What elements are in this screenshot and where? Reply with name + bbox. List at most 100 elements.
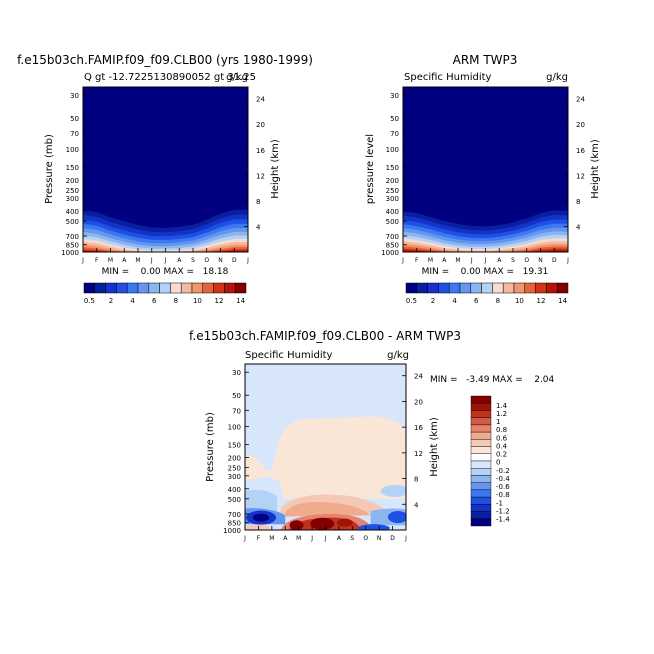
colorbar-label: -0.2 xyxy=(496,467,510,475)
height-tick-label: 16 xyxy=(256,147,265,155)
month-tick-label: S xyxy=(511,257,515,264)
pressure-tick-label: 1000 xyxy=(61,249,79,257)
height-tick-label: 8 xyxy=(256,198,260,206)
month-tick-label: J xyxy=(243,535,246,542)
height-axis: 24 20 16 12 8 4 xyxy=(564,96,585,231)
month-tick-label: F xyxy=(95,257,99,264)
panel-title: f.e15b03ch.FAMIP.f09_f09.CLB00 - ARM TWP… xyxy=(189,329,461,343)
diff-band xyxy=(253,513,270,522)
height-tick-label: 20 xyxy=(576,121,585,129)
month-tick-label: J xyxy=(566,257,569,264)
pressure-tick-label: 250 xyxy=(228,465,241,473)
height-tick-label: 8 xyxy=(576,198,580,206)
month-tick-label: O xyxy=(204,257,209,264)
pressure-tick-label: 700 xyxy=(386,233,399,241)
month-tick-label: M xyxy=(296,535,301,542)
pressure-tick-label: 850 xyxy=(386,242,399,250)
colorbar-box xyxy=(470,489,492,498)
month-tick-label: A xyxy=(337,535,342,542)
contour-field xyxy=(245,364,406,530)
contour-field xyxy=(403,87,568,252)
pressure-tick-label: 70 xyxy=(390,130,399,138)
colorbar: 0.5 2 4 6 8 10 12 14 xyxy=(83,282,247,305)
colorbar-label: 10 xyxy=(515,297,524,305)
pressure-tick-label: 700 xyxy=(228,511,241,519)
pressure-tick-label: 150 xyxy=(386,164,399,172)
colorbar-label: 0.5 xyxy=(84,297,95,305)
height-tick-label: 12 xyxy=(256,172,265,180)
colorbar-box xyxy=(126,282,139,294)
month-tick-label: N xyxy=(218,257,223,264)
min-max-stats: MIN = 0.00 MAX = 18.18 xyxy=(102,267,229,277)
pressure-tick-label: 300 xyxy=(386,195,399,203)
pressure-tick-label: 200 xyxy=(386,177,399,185)
month-tick-label: J xyxy=(310,535,313,542)
colorbar-box xyxy=(470,282,482,294)
pressure-tick-label: 850 xyxy=(66,242,79,250)
colorbar-box xyxy=(159,282,171,294)
month-tick-label: J xyxy=(470,257,473,264)
pressure-tick-label: 30 xyxy=(232,369,241,377)
colorbar-box xyxy=(470,518,492,527)
panel-subtitle-right: g/kg xyxy=(226,72,248,83)
panel-title: ARM TWP3 xyxy=(453,53,518,67)
month-tick-label: J xyxy=(81,257,84,264)
colorbar-label: 12 xyxy=(537,297,546,305)
colorbar-label: 14 xyxy=(558,297,567,305)
month-tick-label: J xyxy=(484,257,487,264)
colorbar-label: 2 xyxy=(431,297,435,305)
height-tick-label: 8 xyxy=(414,476,418,484)
panel-subtitle-left: Specific Humidity xyxy=(245,350,333,361)
colorbar-box xyxy=(470,453,492,462)
colorbar-box xyxy=(191,282,204,294)
colorbar-label: 0.6 xyxy=(496,434,508,442)
pressure-tick-label: 300 xyxy=(228,473,241,481)
height-tick-label: 16 xyxy=(576,147,585,155)
colorbar-box xyxy=(470,475,492,483)
pressure-tick-label: 500 xyxy=(386,218,399,226)
colorbar-box xyxy=(470,511,492,519)
colorbar-label: 14 xyxy=(236,297,245,305)
colorbar-box xyxy=(438,282,450,294)
colorbar-box xyxy=(202,282,214,294)
pressure-tick-label: 30 xyxy=(70,92,79,100)
colorbar-box xyxy=(470,468,492,476)
height-tick-label: 12 xyxy=(414,450,423,458)
colorbar-box xyxy=(180,282,193,294)
panel-subtitle-left: Specific Humidity xyxy=(404,72,492,83)
pressure-tick-label: 150 xyxy=(66,164,79,172)
pressure-tick-label: 150 xyxy=(228,442,241,450)
colorbar-box xyxy=(470,410,492,418)
colorbar-box xyxy=(481,282,493,294)
colorbar-box xyxy=(83,282,96,294)
colorbar-box xyxy=(416,282,428,294)
panel-title: f.e15b03ch.FAMIP.f09_f09.CLB00 (yrs 1980… xyxy=(17,53,313,67)
month-tick-label: M xyxy=(135,257,140,264)
height-axis: 24 20 16 12 8 4 xyxy=(244,96,265,231)
pressure-tick-label: 50 xyxy=(70,115,79,123)
pressure-tick-label: 50 xyxy=(390,115,399,123)
month-tick-label: J xyxy=(324,535,327,542)
panel-difference: f.e15b03ch.FAMIP.f09_f09.CLB00 - ARM TWP… xyxy=(189,329,554,542)
panel-obs: ARM TWP3 Specific Humidity g/kg 30 50 70 10… xyxy=(365,53,601,305)
diff-band xyxy=(285,502,371,517)
month-tick-label: O xyxy=(524,257,529,264)
colorbar-label: 8 xyxy=(174,297,178,305)
min-max-stats: MIN = -3.49 MAX = 2.04 xyxy=(430,375,555,385)
colorbar-label: -1.2 xyxy=(496,507,510,515)
colorbar-label: -0.8 xyxy=(496,491,510,499)
pressure-tick-label: 500 xyxy=(66,218,79,226)
diff-band xyxy=(245,416,406,499)
pressure-tick-label: 300 xyxy=(66,195,79,203)
colorbar-box xyxy=(148,282,160,294)
month-tick-label: A xyxy=(497,257,502,264)
colorbar-box xyxy=(137,282,150,294)
colorbar-label: 1.2 xyxy=(496,410,507,418)
height-tick-label: 20 xyxy=(414,398,423,406)
colorbar-label: -1.4 xyxy=(496,516,510,524)
height-tick-label: 4 xyxy=(256,223,261,231)
